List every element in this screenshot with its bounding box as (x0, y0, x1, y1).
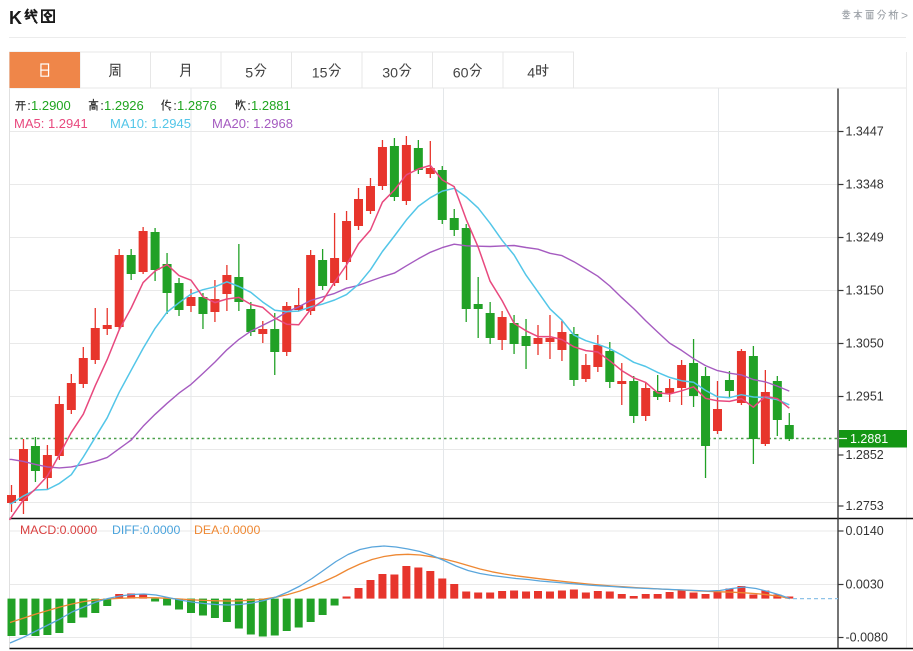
svg-text:1.2951: 1.2951 (846, 390, 884, 404)
svg-text:MA10: 1.2945: MA10: 1.2945 (110, 116, 191, 131)
svg-text:MA20: 1.2968: MA20: 1.2968 (212, 116, 293, 131)
svg-text:DEA:0.0000: DEA:0.0000 (194, 523, 260, 537)
svg-text::: : (27, 98, 31, 113)
svg-text::: : (247, 98, 251, 113)
svg-text:1.3348: 1.3348 (846, 178, 884, 192)
svg-text:MA5: 1.2941: MA5: 1.2941 (14, 116, 88, 131)
svg-text:1.2852: 1.2852 (846, 448, 884, 462)
svg-text::: : (173, 98, 177, 113)
svg-text:1.2881: 1.2881 (251, 98, 291, 113)
svg-text:30: 30 (382, 65, 398, 81)
svg-text:4: 4 (527, 65, 535, 81)
svg-text:1.3447: 1.3447 (846, 125, 884, 139)
svg-text:60: 60 (453, 65, 469, 81)
svg-text:1.2753: 1.2753 (846, 499, 884, 513)
svg-text:K: K (9, 8, 22, 28)
svg-text:5: 5 (245, 65, 253, 81)
svg-text:-0.0080: -0.0080 (846, 631, 888, 645)
svg-text::: : (100, 98, 104, 113)
svg-text:MACD:0.0000: MACD:0.0000 (20, 523, 97, 537)
svg-text:15: 15 (312, 65, 328, 81)
svg-text:1.3150: 1.3150 (846, 284, 884, 298)
svg-text:1.3050: 1.3050 (846, 337, 884, 351)
svg-text:1.3249: 1.3249 (846, 231, 884, 245)
svg-text:>: > (901, 8, 908, 22)
svg-text:1.2876: 1.2876 (177, 98, 217, 113)
svg-text:0.0030: 0.0030 (846, 578, 884, 592)
svg-text:1.2926: 1.2926 (104, 98, 144, 113)
svg-text:0.0140: 0.0140 (846, 524, 884, 538)
svg-text:DIFF:0.0000: DIFF:0.0000 (112, 523, 181, 537)
svg-text:1.2900: 1.2900 (31, 98, 71, 113)
svg-text:1.2881: 1.2881 (850, 432, 888, 446)
